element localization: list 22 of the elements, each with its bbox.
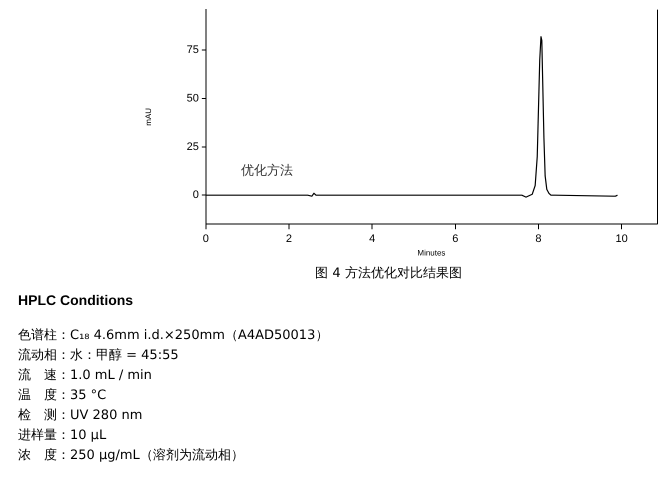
x-axis-title: Minutes <box>417 248 446 258</box>
x-tick-label: 4 <box>369 232 376 245</box>
x-tick-label: 10 <box>616 232 628 245</box>
x-tick-label: 0 <box>202 232 209 245</box>
y-tick-label: 50 <box>186 92 199 105</box>
y-axis-title: mAU <box>144 108 154 126</box>
text: 流 速：1.0 mL / min <box>18 367 153 385</box>
series-label: 优化方法 <box>241 162 294 179</box>
text: 流动相：水：甲醇 = 45:55 <box>18 347 180 365</box>
x-tick-label: 2 <box>286 232 292 245</box>
text: 浓 度：250 µg/mL（溶剂为流动相） <box>18 447 245 465</box>
y-tick-label: 25 <box>186 140 199 153</box>
text: 色谱柱：C₁₈ 4.6mm i.d.×250mm（A4AD50013） <box>18 327 330 345</box>
y-tick-label: 75 <box>186 44 199 56</box>
text: 检 测：UV 280 nm <box>18 407 144 425</box>
text: HPLC Conditions <box>18 292 134 308</box>
y-tick-label: 0 <box>192 189 199 202</box>
x-tick-label: 8 <box>535 232 542 245</box>
caption: 图 4 方法优化对比结果图 <box>314 265 463 282</box>
x-tick-label: 6 <box>452 232 458 245</box>
text: 进样量：10 µL <box>18 427 108 445</box>
text: 温 度：35 °C <box>18 387 108 405</box>
